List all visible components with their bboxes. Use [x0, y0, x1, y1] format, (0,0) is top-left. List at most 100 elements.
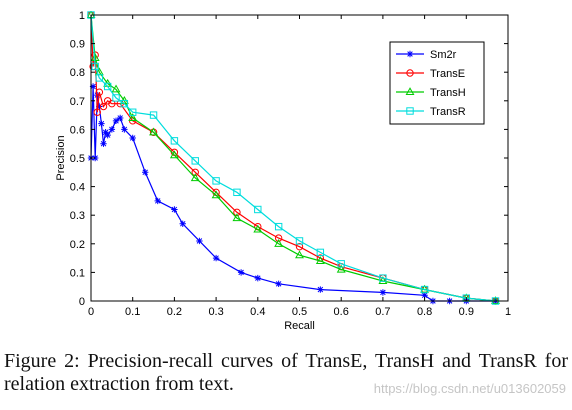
- data-point-transh: [211, 190, 221, 199]
- data-point-sm2r: [421, 292, 428, 299]
- data-point-transh: [169, 150, 179, 159]
- data-point-transr: [120, 99, 129, 108]
- data-point-sm2r: [212, 254, 220, 262]
- data-point-transh: [128, 113, 138, 122]
- x-tick-label: 1: [505, 306, 511, 318]
- data-point-transr: [103, 82, 112, 91]
- data-point-sm2r: [121, 126, 128, 133]
- legend-entry-transe: TransE: [396, 68, 465, 80]
- data-point-transr: [129, 108, 137, 116]
- legend-entry-transh: TransH: [396, 87, 466, 99]
- data-point-transr: [91, 62, 99, 71]
- data-point-transe: [274, 234, 283, 242]
- data-point-transr: [191, 157, 199, 165]
- legend-entry-sm2r: Sm2r: [396, 49, 457, 61]
- legend-label: TransH: [430, 87, 466, 99]
- x-tick-label: 0.4: [250, 306, 265, 318]
- legend-marker: [406, 50, 414, 58]
- data-point-transr: [233, 188, 241, 197]
- data-point-transr: [149, 111, 158, 119]
- data-point-transr: [112, 94, 120, 102]
- x-tick-label: 0.6: [334, 306, 349, 318]
- y-tick-label: 1: [79, 10, 85, 22]
- data-point-transe: [93, 108, 101, 116]
- x-tick-label: 0.3: [208, 306, 223, 318]
- data-point-transh: [315, 256, 325, 265]
- data-point-transe: [295, 242, 304, 251]
- data-point-transr: [212, 177, 220, 185]
- axes: 0 0.1 0.2 0.3 0.4 0.5 0.6 0.7 0.8 0.9 1 0 0.1 0.2 0.3 0…: [70, 10, 511, 318]
- data-point-sm2r: [89, 83, 97, 90]
- series-line-transr: [90, 14, 496, 302]
- data-point-transr: [295, 237, 304, 245]
- y-tick-label: 0.3: [70, 210, 85, 222]
- data-point-transe: [191, 168, 199, 177]
- x-tick-label: 0.8: [417, 306, 432, 318]
- y-tick-label: 0.7: [70, 96, 85, 108]
- legend-box: [389, 41, 485, 125]
- data-point-transh: [295, 250, 304, 259]
- watermark: https://blog.csdn.net/u013602059: [373, 381, 566, 396]
- data-point-sm2r: [91, 154, 99, 162]
- legend-entry-transr: TransR: [396, 106, 466, 118]
- x-tick-label: 0.5: [292, 306, 307, 318]
- data-point-sm2r: [96, 103, 103, 110]
- legend-marker: [405, 87, 415, 96]
- y-tick-label: 0.2: [70, 239, 85, 251]
- y-tick-label: 0.4: [70, 182, 85, 194]
- data-point-sm2r: [98, 120, 105, 127]
- legend-label: TransR: [430, 106, 466, 118]
- data-point-sm2r: [196, 237, 203, 245]
- data-point-sm2r: [275, 280, 282, 288]
- data-point-transr: [316, 248, 325, 257]
- data-point-transe: [233, 208, 241, 217]
- data-point-transh: [274, 238, 284, 247]
- x-tick-label: 0.1: [125, 306, 140, 318]
- y-tick-label: 0.9: [70, 39, 85, 51]
- data-point-sm2r: [179, 220, 186, 227]
- data-point-sm2r: [142, 169, 149, 176]
- x-tick-label: 0: [88, 306, 94, 318]
- figure-caption: Figure 2: Precision-recall curves of Tra…: [4, 350, 568, 395]
- x-axis-label: Recall: [284, 320, 315, 332]
- data-point-transe: [95, 88, 104, 96]
- legend-label: TransE: [430, 68, 465, 80]
- legend-label: Sm2r: [430, 49, 457, 61]
- data-point-transh: [111, 84, 121, 93]
- x-tick-label: 0.9: [459, 306, 474, 318]
- data-point-transh: [336, 264, 346, 273]
- y-tick-label: 0: [79, 296, 85, 308]
- legend: Sm2r TransE TransH TransR: [389, 41, 485, 125]
- data-point-transe: [108, 99, 116, 108]
- data-point-sm2r: [108, 126, 116, 133]
- data-point-sm2r: [379, 289, 387, 296]
- precision-recall-chart: 0 0.1 0.2 0.3 0.4 0.5 0.6 0.7 0.8 0.9 1 0 0.1 0.2 0.3 0…: [55, 10, 511, 332]
- data-point-transh: [232, 213, 242, 222]
- data-point-transh: [378, 276, 388, 285]
- data-point-transh: [190, 173, 200, 182]
- y-tick-label: 0.6: [70, 124, 85, 136]
- x-tick-label: 0.2: [167, 306, 182, 318]
- data-point-sm2r: [237, 269, 245, 276]
- data-point-transr: [170, 137, 179, 145]
- data-point-sm2r: [129, 134, 136, 142]
- data-point-sm2r: [104, 131, 111, 139]
- plot-area: [87, 11, 500, 305]
- y-tick-label: 0.1: [70, 267, 85, 279]
- data-point-transe: [99, 102, 108, 111]
- x-tick-label: 0.7: [375, 306, 390, 318]
- data-point-sm2r: [100, 140, 107, 147]
- data-point-transr: [337, 260, 345, 268]
- data-point-sm2r: [317, 286, 324, 293]
- data-point-sm2r: [112, 117, 120, 125]
- data-point-transr: [274, 222, 283, 231]
- data-point-sm2r: [254, 274, 261, 282]
- data-point-transr: [379, 274, 387, 282]
- y-tick-label: 0.5: [70, 153, 85, 165]
- data-point-transh: [253, 224, 263, 233]
- data-point-transr: [420, 285, 429, 294]
- y-tick-label: 0.8: [70, 67, 85, 79]
- legend-marker: [406, 107, 414, 115]
- y-axis-label: Precision: [55, 135, 67, 180]
- data-point-transh: [149, 127, 159, 136]
